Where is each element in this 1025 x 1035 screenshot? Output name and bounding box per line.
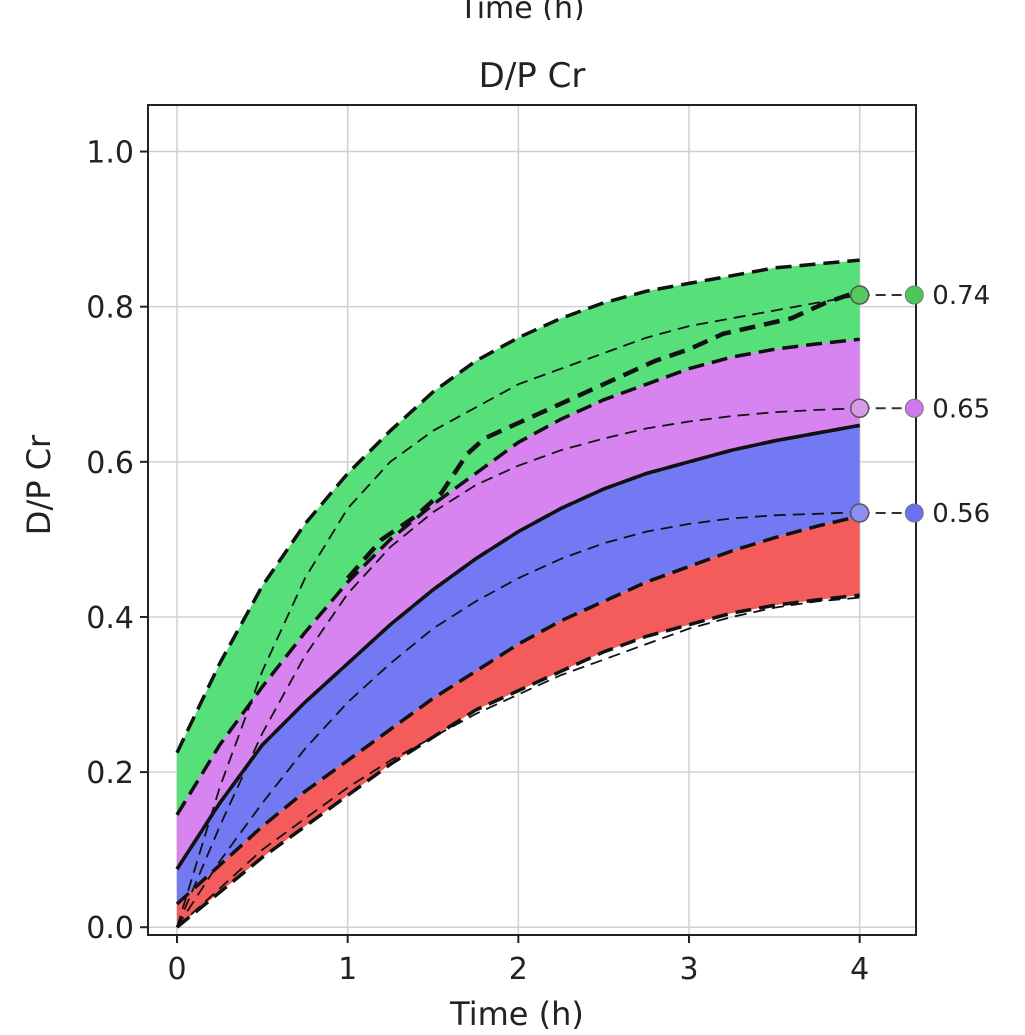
band-upper-boundary <box>175 337 860 816</box>
legend-marker-point <box>904 503 924 523</box>
band-1 <box>177 339 860 870</box>
y-tick-label: 0.4 <box>86 601 134 636</box>
band-upper-boundary <box>175 514 861 906</box>
end-marker-point <box>849 503 870 523</box>
y-tick-label: 0.2 <box>86 756 134 791</box>
bands <box>177 260 860 928</box>
end-marker-label: 0.65 <box>932 394 990 424</box>
x-tick-label: 0 <box>167 952 186 987</box>
y-axis-label: D/P Cr <box>20 434 58 535</box>
cropped-top-label: Time (h) <box>458 0 584 26</box>
y-tick-label: 0.0 <box>86 911 134 946</box>
end-marker-label: 0.74 <box>932 281 990 311</box>
dashed-curve <box>176 294 860 928</box>
curves <box>175 258 861 929</box>
x-tick-label: 4 <box>850 952 869 987</box>
y-tick-label: 0.6 <box>86 446 134 481</box>
dashed-curve <box>176 511 860 928</box>
end-marker-point <box>849 398 870 419</box>
dashed-curve <box>176 596 860 928</box>
solid-curve <box>175 423 861 871</box>
median-dashed-curve <box>346 289 861 580</box>
dashed-curve <box>176 407 860 928</box>
x-ticks: 0 1 2 3 4 <box>167 935 869 987</box>
x-axis-label: Time (h) <box>449 995 584 1033</box>
chart-title: D/P Cr <box>479 56 586 96</box>
legend-marker-point <box>904 285 924 305</box>
end-marker-label: 0.56 <box>932 499 990 529</box>
band-0 <box>177 260 860 815</box>
y-tick-label: 1.0 <box>86 136 134 171</box>
x-tick-label: 2 <box>509 952 528 987</box>
y-ticks: 0.0 0.2 0.4 0.6 0.8 1.0 <box>86 136 148 946</box>
x-tick-label: 1 <box>338 952 357 987</box>
end-markers: 0.74 0.65 0.56 <box>849 281 990 529</box>
end-marker-point <box>849 285 870 305</box>
band-2 <box>177 425 860 904</box>
band-lower-boundary <box>175 593 860 929</box>
legend-marker-point <box>904 398 924 418</box>
band-3 <box>177 516 860 928</box>
x-tick-label: 3 <box>679 952 698 987</box>
y-tick-label: 0.8 <box>86 291 134 326</box>
